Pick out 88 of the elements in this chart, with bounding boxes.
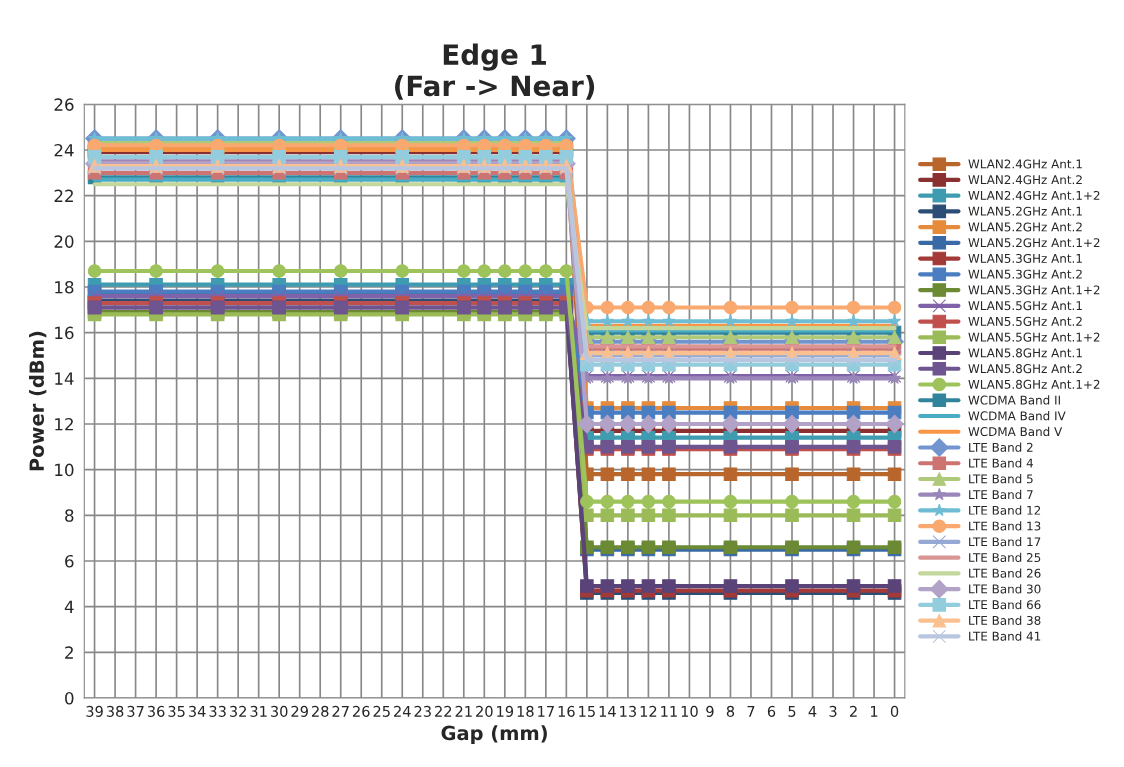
- x-tick-label: 16: [558, 705, 575, 717]
- legend-label: WLAN5.3GHz Ant.1: [968, 253, 1082, 263]
- legend-label: WLAN2.4GHz Ant.2: [968, 175, 1082, 185]
- x-axis-title: Gap (mm): [441, 725, 547, 745]
- y-tick-label: 4: [64, 600, 74, 613]
- legend-label: LTE Band 7: [969, 489, 1033, 500]
- x-tick-label: 4: [808, 706, 817, 717]
- x-tick-label: 25: [373, 705, 390, 717]
- x-tick-label: 30: [271, 705, 288, 717]
- y-tick-label: 2: [65, 646, 73, 659]
- legend-label: LTE Band 12: [969, 505, 1041, 515]
- legend-label: WLAN5.5GHz Ant.1+2: [968, 332, 1100, 342]
- y-tick-label: 14: [55, 372, 74, 385]
- legend-label: WLAN5.8GHz Ant.1: [968, 348, 1082, 358]
- y-tick-label: 18: [55, 280, 74, 294]
- y-tick-label: 22: [54, 189, 73, 202]
- y-tick-label: 6: [65, 554, 74, 568]
- x-tick-label: 2: [849, 705, 857, 717]
- x-tick-label: 3: [829, 705, 837, 717]
- x-tick-label: 6: [767, 705, 776, 717]
- y-tick-label: 26: [54, 98, 74, 111]
- legend-label: WLAN2.4GHz Ant.1+2: [968, 190, 1100, 200]
- x-tick-label: 0: [890, 705, 899, 717]
- legend-label: WCDMA Band V: [968, 426, 1063, 437]
- legend-label: WLAN5.8GHz Ant.2: [968, 364, 1082, 374]
- x-tick-label: 17: [538, 706, 554, 717]
- x-tick-label: 8: [726, 705, 735, 717]
- legend-label: LTE Band 66: [969, 599, 1041, 610]
- legend-label: WLAN5.2GHz Ant.2: [968, 222, 1082, 232]
- x-tick-label: 14: [599, 706, 616, 717]
- x-tick-label: 19: [497, 705, 514, 717]
- x-tick-label: 38: [106, 705, 124, 717]
- x-tick-label: 5: [788, 706, 796, 717]
- legend-label: WLAN5.5GHz Ant.2: [968, 316, 1082, 326]
- x-tick-label: 39: [86, 705, 103, 717]
- x-tick-label: 10: [681, 705, 698, 717]
- x-tick-label: 35: [168, 705, 185, 717]
- x-tick-label: 26: [353, 705, 370, 717]
- legend-label: WLAN5.8GHz Ant.1+2: [968, 379, 1100, 389]
- legend-label: WLAN5.2GHz Ant.1+2: [968, 238, 1100, 248]
- y-tick-label: 24: [54, 143, 74, 157]
- y-axis-title: Power (dBm): [29, 331, 47, 471]
- y-tick-label: 10: [55, 463, 74, 477]
- legend-label: LTE Band 4: [969, 458, 1034, 468]
- y-tick-label: 0: [65, 691, 74, 705]
- legend-label: LTE Band 17: [969, 537, 1041, 547]
- legend-label: LTE Band 2: [969, 442, 1033, 452]
- x-tick-label: 37: [127, 705, 144, 717]
- y-tick-label: 8: [65, 509, 74, 522]
- x-tick-label: 36: [147, 705, 165, 717]
- x-tick-label: 11: [661, 706, 677, 717]
- legend-label: WLAN2.4GHz Ant.1: [968, 159, 1082, 169]
- legend-label: WLAN5.2GHz Ant.1: [968, 206, 1082, 216]
- legend-label: WCDMA Band II: [968, 395, 1060, 405]
- x-tick-label: 22: [435, 705, 452, 717]
- legend-label: WCDMA Band IV: [968, 411, 1066, 421]
- x-tick-label: 24: [394, 705, 411, 717]
- legend-label: LTE Band 13: [969, 521, 1041, 531]
- legend-label: LTE Band 5: [969, 474, 1033, 484]
- x-tick-label: 21: [455, 705, 472, 717]
- x-tick-label: 7: [747, 706, 755, 717]
- legend-label: LTE Band 26: [969, 568, 1041, 578]
- legend-label: WLAN5.5GHz Ant.1: [968, 301, 1082, 311]
- x-tick-label: 34: [188, 705, 206, 717]
- legend-label: WLAN5.3GHz Ant.2: [968, 269, 1082, 279]
- x-tick-label: 12: [640, 705, 657, 717]
- x-tick-label: 20: [476, 705, 493, 717]
- x-tick-label: 13: [620, 705, 636, 717]
- x-tick-label: 28: [311, 705, 329, 717]
- x-tick-label: 33: [209, 705, 226, 717]
- x-tick-label: 27: [332, 705, 349, 717]
- legend-label: WLAN5.3GHz Ant.1+2: [968, 285, 1100, 295]
- x-tick-label: 32: [229, 705, 246, 717]
- legend-label: LTE Band 38: [969, 615, 1041, 625]
- y-tick-label: 16: [55, 326, 74, 340]
- legend-label: LTE Band 30: [969, 584, 1041, 594]
- chart-title: Edge 1 (Far -> Near): [395, 43, 595, 100]
- legend-label: LTE Band 41: [969, 631, 1041, 641]
- x-tick-label: 15: [579, 706, 595, 717]
- x-tick-label: 23: [414, 705, 431, 717]
- x-tick-label: 1: [871, 706, 878, 717]
- legend-label: LTE Band 25: [969, 552, 1041, 563]
- x-tick-label: 9: [706, 705, 714, 717]
- y-tick-label: 12: [55, 417, 73, 431]
- x-tick-label: 29: [291, 705, 308, 717]
- y-tick-label: 20: [54, 235, 74, 248]
- x-tick-label: 31: [250, 705, 267, 717]
- x-tick-label: 18: [517, 705, 534, 717]
